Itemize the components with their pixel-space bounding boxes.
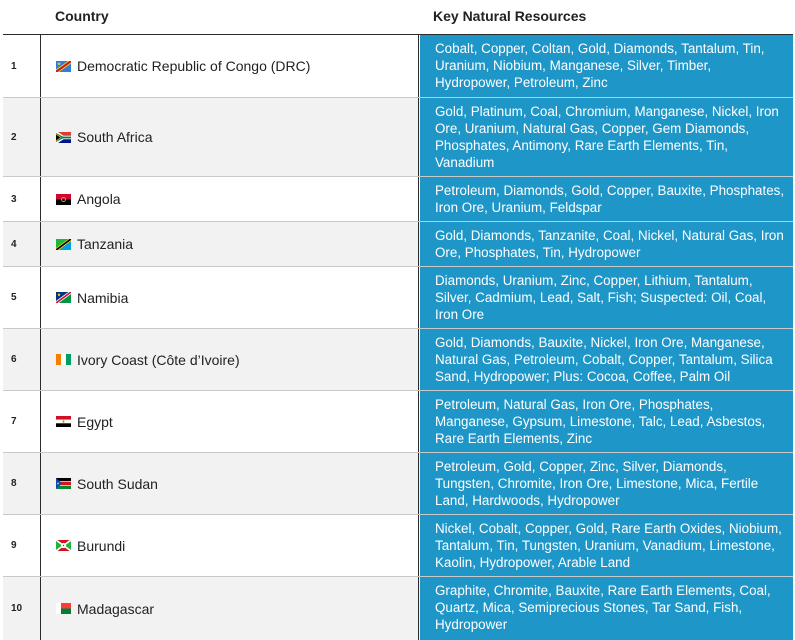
resources-cell: Petroleum, Diamonds, Gold, Copper, Bauxi…: [420, 177, 793, 221]
row-number: 6: [3, 329, 41, 390]
table-row: 9 Burundi Nickel, Cobalt, Copper, Gold, …: [3, 515, 793, 577]
country-cell: Angola: [42, 177, 419, 221]
drc-flag-icon: [56, 60, 71, 72]
table-row: 10 Madagascar Graphite, Chromite, Bauxit…: [3, 577, 793, 640]
south-africa-flag-icon: [56, 131, 71, 143]
resources-cell: Nickel, Cobalt, Copper, Gold, Rare Earth…: [420, 515, 793, 576]
country-name: Madagascar: [77, 600, 155, 617]
country-cell: Egypt: [42, 391, 419, 452]
row-number: 5: [3, 267, 41, 328]
resources-cell: Gold, Diamonds, Bauxite, Nickel, Iron Or…: [420, 329, 793, 390]
country-name: Burundi: [77, 537, 126, 554]
resources-cell: Graphite, Chromite, Bauxite, Rare Earth …: [420, 577, 793, 640]
resources-cell: Petroleum, Natural Gas, Iron Ore, Phosph…: [420, 391, 793, 452]
row-number: 7: [3, 391, 41, 452]
south-sudan-flag-icon: [56, 478, 71, 489]
resources-column-header: Key Natural Resources: [433, 8, 587, 24]
row-number: 3: [3, 177, 41, 221]
country-cell: Tanzania: [42, 222, 419, 266]
resources-cell: Petroleum, Gold, Copper, Zinc, Silver, D…: [420, 453, 793, 514]
row-number: 4: [3, 222, 41, 266]
country-name: Democratic Republic of Congo (DRC): [77, 58, 311, 74]
country-name: South Sudan: [77, 475, 158, 492]
madagascar-flag-icon: [56, 603, 71, 614]
egypt-flag-icon: [56, 416, 71, 427]
angola-flag-icon: [56, 193, 71, 205]
table-row: 4 Tanzania Gold, Diamonds, Tanzanite, Co…: [3, 222, 793, 267]
ivory-coast-flag-icon: [56, 354, 71, 365]
namibia-flag-icon: [56, 292, 71, 303]
country-name: Namibia: [77, 289, 129, 306]
country-cell: South Sudan: [42, 453, 419, 514]
country-cell: Namibia: [42, 267, 419, 328]
country-name: Angola: [77, 191, 121, 207]
country-name: South Africa: [77, 129, 153, 145]
table-row: 6 Ivory Coast (Côte d’Ivoire) Gold, Diam…: [3, 329, 793, 391]
country-cell: Madagascar: [42, 577, 419, 640]
resources-cell: Gold, Diamonds, Tanzanite, Coal, Nickel,…: [420, 222, 793, 266]
resources-cell: Gold, Platinum, Coal, Chromium, Manganes…: [420, 98, 793, 176]
table-row: 8 South Sudan Petroleum, Gold, Copper, Z…: [3, 453, 793, 515]
burundi-flag-icon: [56, 540, 71, 551]
country-cell: Democratic Republic of Congo (DRC): [42, 35, 419, 97]
country-name: Egypt: [77, 413, 113, 430]
row-number: 10: [3, 577, 41, 640]
table-row: 3 Angola Petroleum, Diamonds, Gold, Copp…: [3, 177, 793, 222]
table-row: 1 Democratic Republic of Congo (DRC) Cob…: [3, 35, 793, 98]
resources-table: Country Key Natural Resources 1 Democrat…: [3, 0, 793, 640]
country-cell: Burundi: [42, 515, 419, 576]
country-cell: South Africa: [42, 98, 419, 176]
row-number: 2: [3, 98, 41, 176]
resources-cell: Diamonds, Uranium, Zinc, Copper, Lithium…: [420, 267, 793, 328]
country-name: Tanzania: [77, 236, 134, 252]
tanzania-flag-icon: [56, 238, 71, 250]
table-row: 5 Namibia Diamonds, Uranium, Zinc, Coppe…: [3, 267, 793, 329]
row-number: 1: [3, 35, 41, 97]
country-name: Ivory Coast (Côte d’Ivoire): [77, 351, 240, 368]
row-number: 9: [3, 515, 41, 576]
table-row: 2 South Africa Gold, Platinum, Coal, Chr…: [3, 98, 793, 177]
country-column-header: Country: [55, 8, 109, 24]
row-number: 8: [3, 453, 41, 514]
resources-cell: Cobalt, Copper, Coltan, Gold, Diamonds, …: [420, 35, 793, 97]
table-header: Country Key Natural Resources: [3, 0, 793, 36]
table-row: 7 Egypt Petroleum, Natural Gas, Iron Ore…: [3, 391, 793, 453]
country-cell: Ivory Coast (Côte d’Ivoire): [42, 329, 419, 390]
